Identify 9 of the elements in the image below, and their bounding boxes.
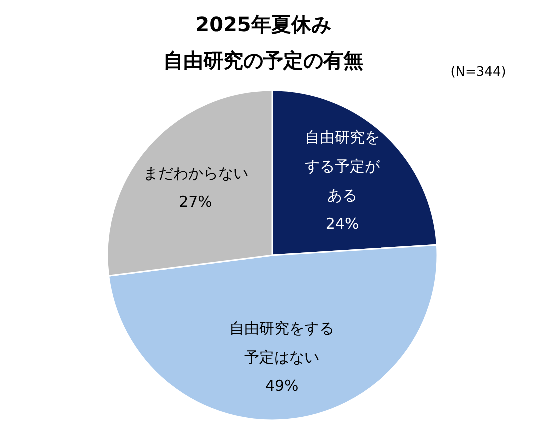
data-label: 27% (179, 193, 212, 212)
text: (N=344) (450, 65, 506, 80)
data-label: 49% (265, 377, 299, 396)
chart-title: 2025年夏休み (196, 12, 332, 36)
slice-label: 自由研究をする予定がある (305, 128, 382, 204)
data-label: 24% (326, 215, 360, 234)
chart-subtitle: 自由研究の予定の有無 (164, 48, 364, 72)
slice-label: 自由研究をする予定はない (230, 320, 335, 366)
slice-label: まだわからない (143, 164, 248, 182)
